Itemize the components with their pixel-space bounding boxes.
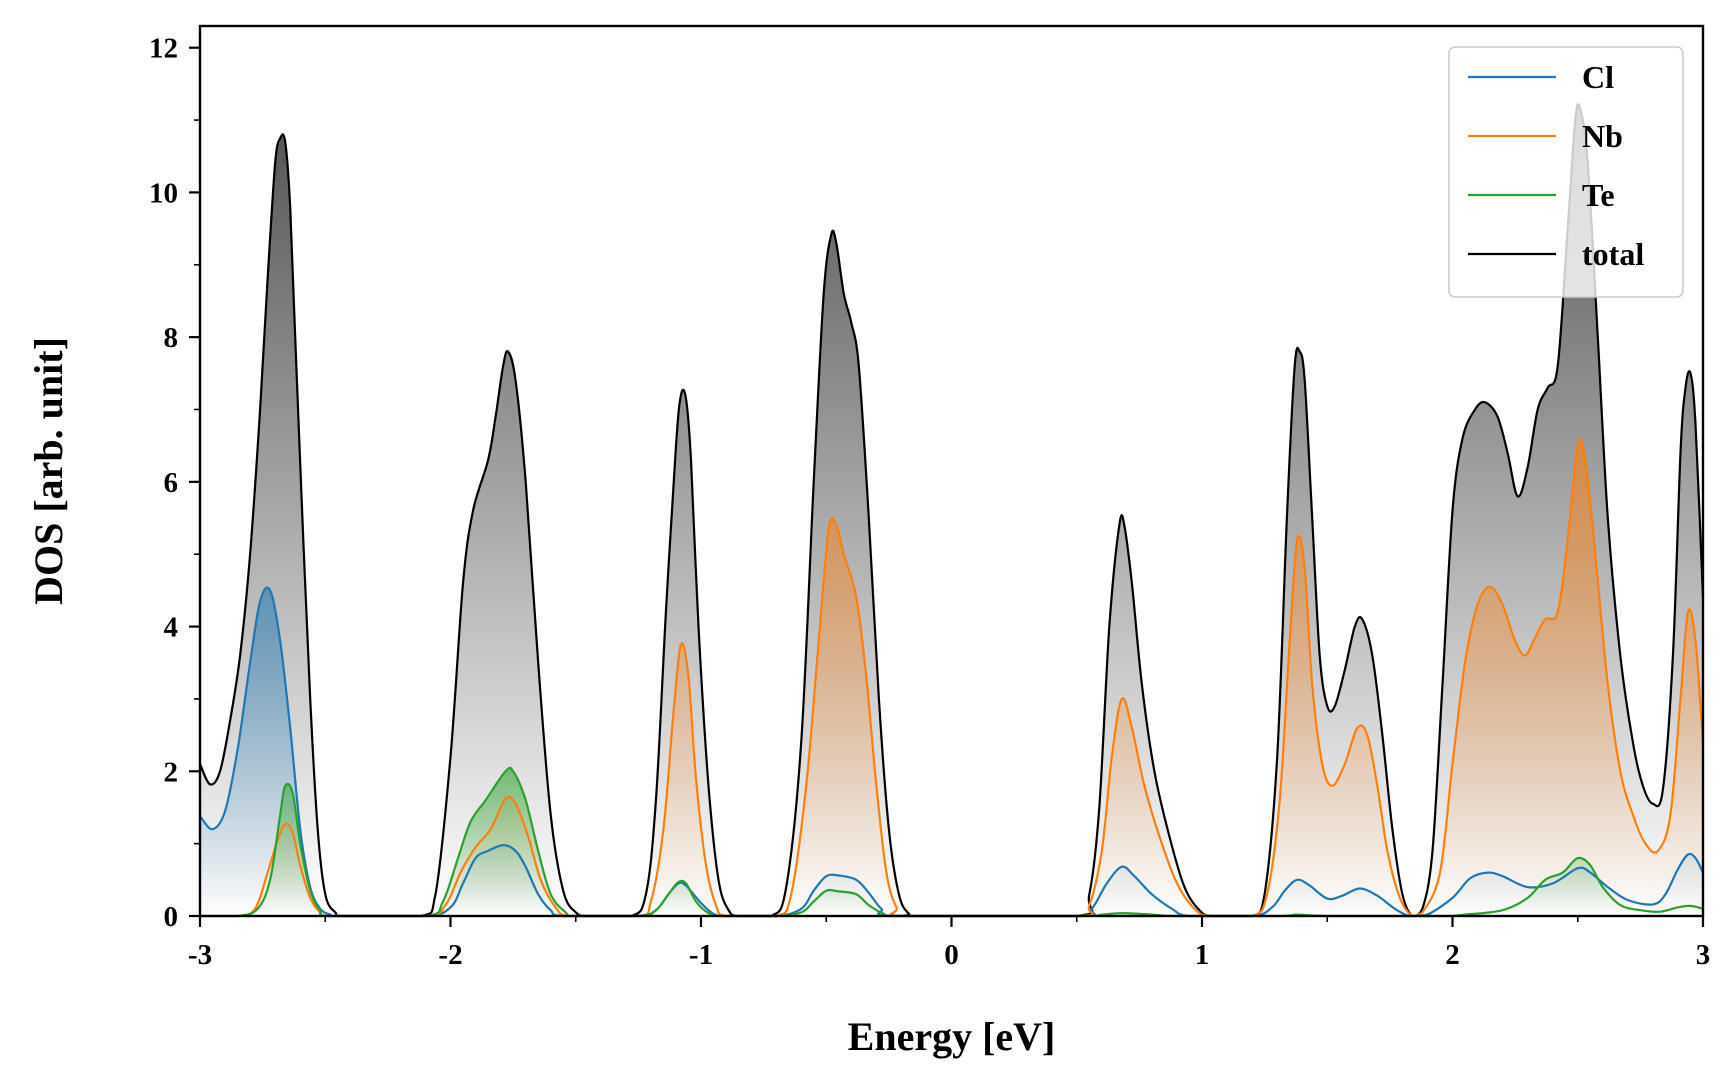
y-tick-label: 6 — [164, 467, 179, 499]
x-tick-label: -2 — [438, 939, 462, 971]
x-tick-label: 3 — [1696, 939, 1711, 971]
area-fill-nb — [200, 439, 1703, 916]
x-tick-label: 1 — [1195, 939, 1210, 971]
area-fill-te — [200, 767, 1703, 916]
x-axis-title: Energy [eV] — [848, 1014, 1056, 1059]
legend: Cl Nb Te total — [1448, 46, 1684, 298]
y-tick-label: 10 — [149, 177, 178, 209]
x-tick-label: -1 — [689, 939, 713, 971]
legend-box — [1448, 46, 1684, 298]
x-tick-label: -3 — [188, 939, 212, 971]
x-tick-label: 2 — [1445, 939, 1460, 971]
y-tick-label: 0 — [164, 901, 179, 933]
y-tick-label: 4 — [164, 612, 179, 644]
y-tick-label: 2 — [164, 756, 179, 788]
series-line-total — [198, 103, 1705, 918]
y-tick-label: 8 — [164, 322, 179, 354]
legend-label-nb: Nb — [1582, 118, 1623, 154]
series-line-nb — [199, 438, 1705, 918]
y-axis-title: DOS [arb. unit] — [26, 337, 71, 605]
legend-label-cl: Cl — [1582, 59, 1614, 95]
legend-label-total: total — [1582, 236, 1644, 272]
y-tick-label: 12 — [149, 33, 178, 65]
area-fill-total — [200, 104, 1703, 917]
area-fills — [200, 104, 1703, 917]
legend-label-te: Te — [1582, 177, 1615, 213]
x-tick-label: 0 — [944, 939, 959, 971]
